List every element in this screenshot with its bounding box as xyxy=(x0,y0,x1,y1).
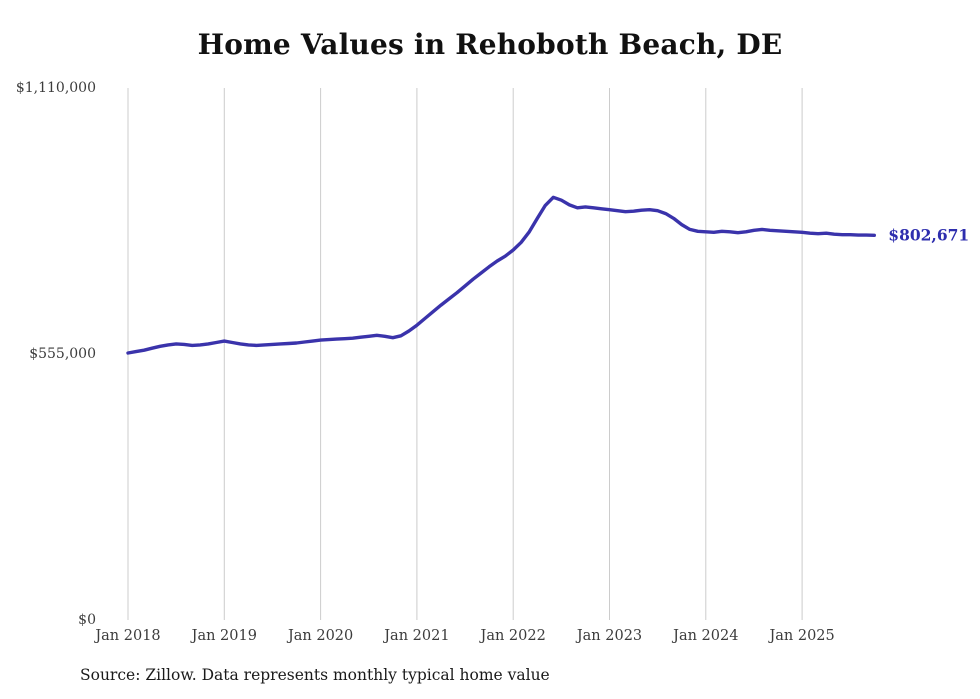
y-axis-tick-label: $0 xyxy=(78,612,96,628)
end-value-label: $802,671 xyxy=(888,225,969,244)
x-axis-tick-label: Jan 2021 xyxy=(382,628,449,644)
y-axis-tick-label: $1,110,000 xyxy=(16,80,96,96)
x-axis-tick-label: Jan 2023 xyxy=(575,628,642,644)
y-axis-tick-label: $555,000 xyxy=(29,346,96,362)
home-value-line xyxy=(126,195,876,355)
source-note: Source: Zillow. Data represents monthly … xyxy=(80,666,550,684)
x-axis-tick-label: Jan 2022 xyxy=(479,628,546,644)
x-axis-tick-label: Jan 2020 xyxy=(286,628,353,644)
x-axis-tick-label: Jan 2024 xyxy=(671,628,738,644)
x-axis-tick-label: Jan 2018 xyxy=(93,628,160,644)
x-axis-tick-label: Jan 2019 xyxy=(190,628,257,644)
chart-title: Home Values in Rehoboth Beach, DE xyxy=(197,28,783,61)
x-axis-tick-label: Jan 2025 xyxy=(767,628,834,644)
